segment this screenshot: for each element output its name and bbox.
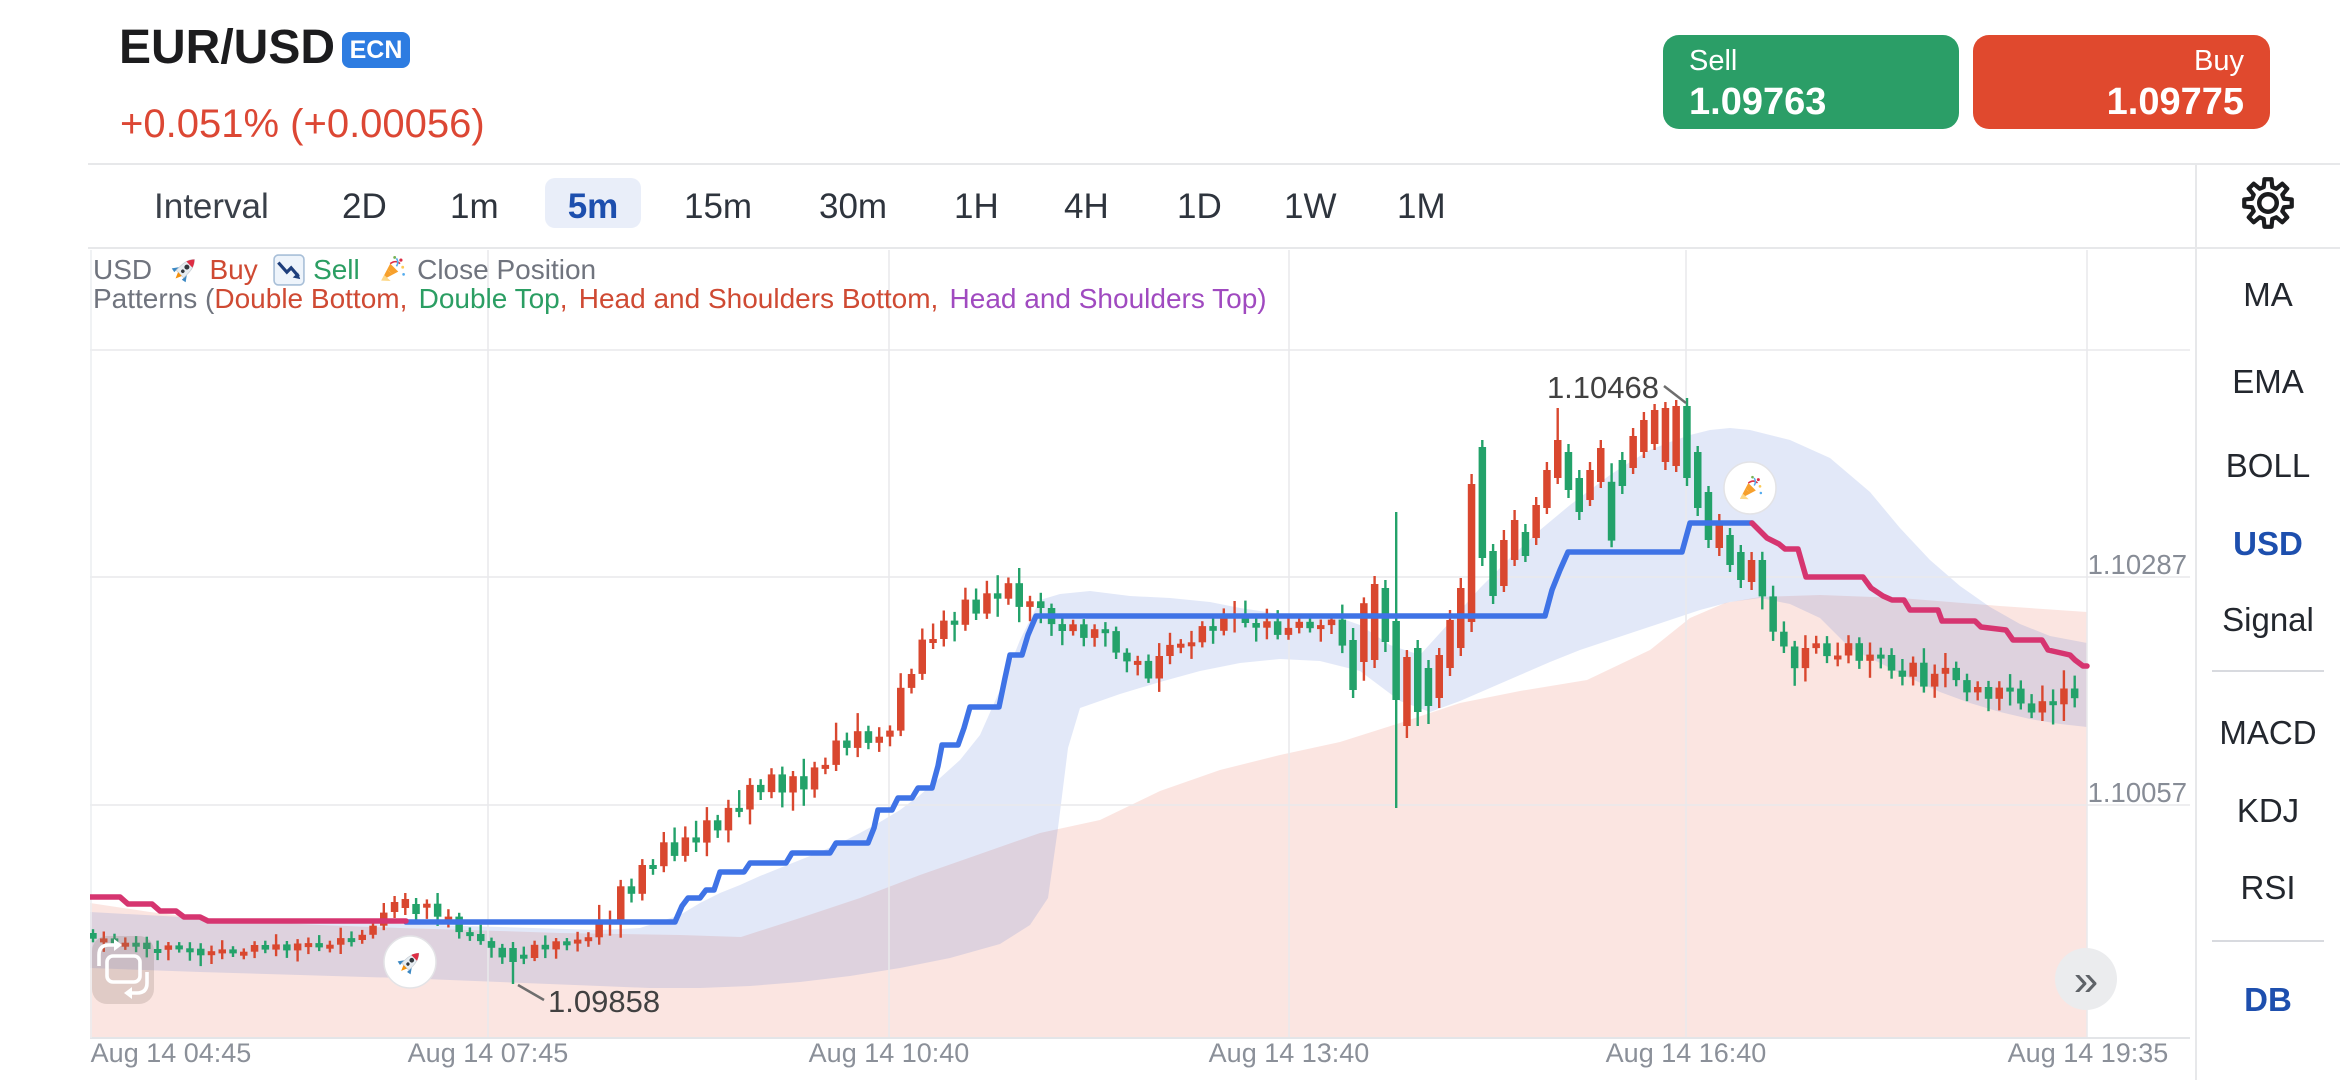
svg-text:»: » bbox=[2074, 956, 2098, 1005]
svg-text:Aug 14 16:40: Aug 14 16:40 bbox=[1606, 1038, 1767, 1068]
svg-text:1.09858: 1.09858 bbox=[548, 984, 660, 1019]
svg-text:1.10057: 1.10057 bbox=[2088, 777, 2187, 808]
svg-text:Aug 14 07:45: Aug 14 07:45 bbox=[408, 1038, 569, 1068]
svg-text:1.10468: 1.10468 bbox=[1547, 370, 1659, 405]
svg-text:Aug 14 19:35: Aug 14 19:35 bbox=[2008, 1038, 2169, 1068]
svg-text:1.10287: 1.10287 bbox=[2088, 549, 2187, 580]
svg-text:Aug 14 13:40: Aug 14 13:40 bbox=[1209, 1038, 1370, 1068]
svg-text:Aug 14 04:45: Aug 14 04:45 bbox=[91, 1038, 252, 1068]
svg-text:Aug 14 10:40: Aug 14 10:40 bbox=[809, 1038, 970, 1068]
